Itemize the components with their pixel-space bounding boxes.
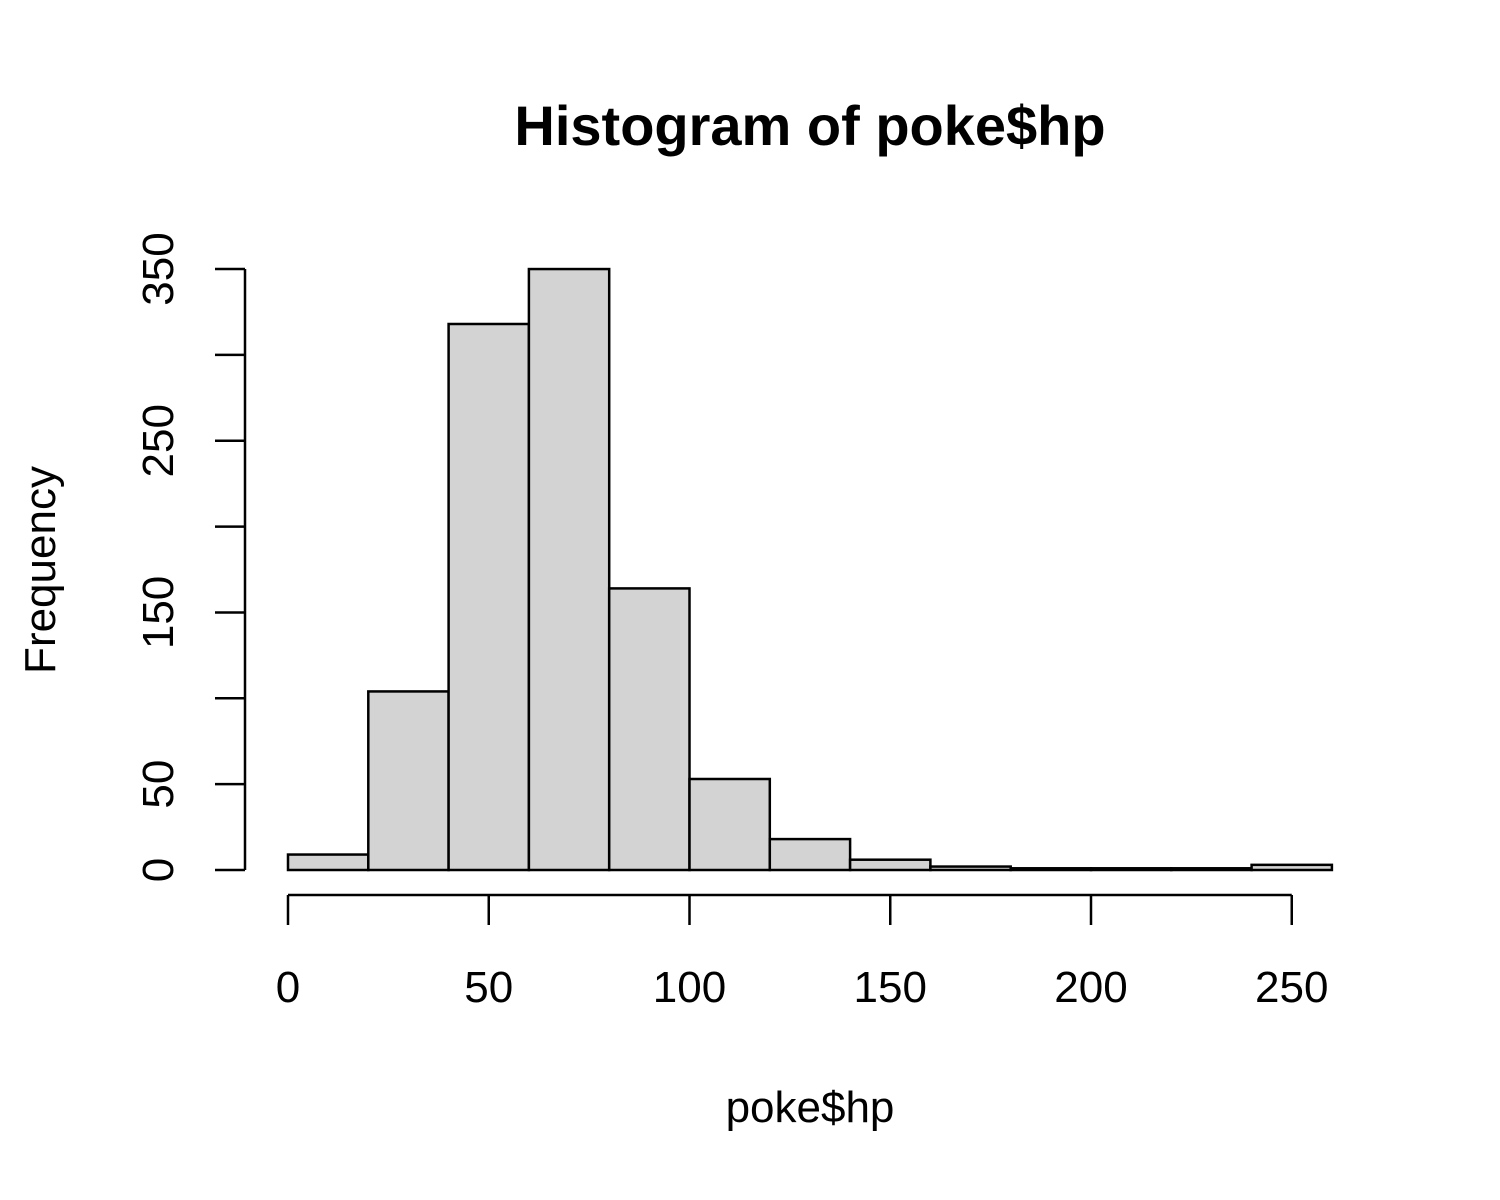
y-tick-label-150: 150	[134, 576, 183, 649]
y-tick-label-250: 250	[134, 404, 183, 477]
x-tick-label-250: 250	[1255, 963, 1328, 1012]
histogram-bar-20-40	[367, 690, 450, 872]
x-axis-label: poke$hp	[726, 1083, 895, 1132]
x-tick-label-100: 100	[653, 963, 726, 1012]
x-tick-label-50: 50	[464, 963, 513, 1012]
y-tick-label-350: 350	[134, 232, 183, 305]
y-axis-label: Frequency	[16, 466, 65, 674]
histogram-bar-80-100	[607, 587, 691, 872]
chart-title: Histogram of poke$hp	[514, 94, 1105, 157]
histogram-bars	[286, 267, 1334, 872]
histogram-bar-200-220	[1089, 867, 1173, 872]
y-tick-label-50: 50	[134, 760, 183, 809]
histogram-bar-40-60	[447, 322, 531, 872]
y-axis: 0 50 150 250 350	[134, 232, 247, 882]
histogram-bar-0-20	[286, 853, 370, 872]
x-tick-label-200: 200	[1054, 963, 1127, 1012]
histogram-bar-180-200	[1009, 867, 1093, 872]
histogram-bar-160-180	[929, 865, 1012, 872]
x-tick-label-0: 0	[276, 963, 300, 1012]
histogram-bar-220-240	[1170, 867, 1253, 872]
x-tick-label-150: 150	[854, 963, 927, 1012]
histogram-bar-100-120	[688, 777, 772, 872]
histogram-bar-240-260	[1250, 863, 1334, 872]
x-axis: 0 50 100 150 200 250	[276, 893, 1328, 1012]
histogram-bar-120-140	[768, 837, 852, 872]
histogram-bar-60-80	[527, 267, 611, 872]
histogram-bar-140-160	[848, 858, 932, 872]
y-tick-label-0: 0	[134, 858, 183, 882]
